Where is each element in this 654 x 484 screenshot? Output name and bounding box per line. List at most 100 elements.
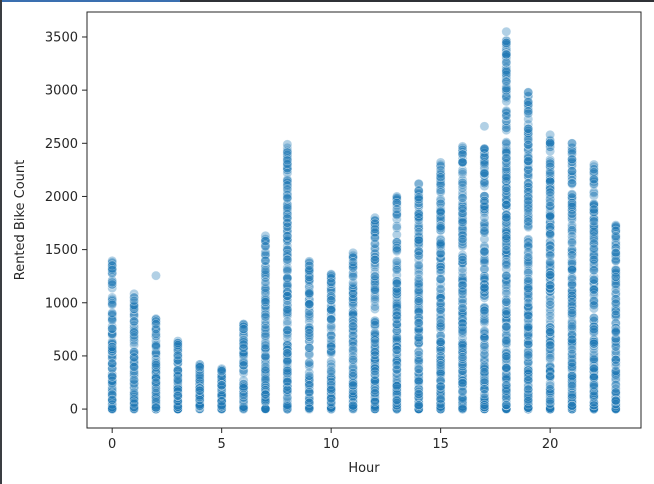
data-point [523,87,534,98]
data-point [435,381,446,392]
data-point [567,308,577,318]
data-point [523,257,534,268]
data-point [457,193,468,203]
data-point [545,129,555,140]
data-point [129,359,139,370]
data-point [370,396,380,407]
data-point [304,328,315,338]
y-axis-ticks: 0 500 1000 1500 2000 2500 3000 3500 [45,30,87,418]
data-point [589,354,599,364]
data-point [589,204,599,215]
window-top-accent [0,0,180,2]
data-point [501,49,512,60]
data-point [567,166,577,177]
data-point [326,305,336,315]
data-point [107,279,118,290]
data-point [348,400,358,411]
y-tick-label: 3000 [45,84,78,99]
data-point [392,265,402,275]
data-point [457,217,468,227]
data-point [567,154,577,165]
data-point [216,404,227,414]
data-point [457,203,468,214]
data-point [129,292,139,303]
data-point [326,341,336,352]
data-point [567,250,577,261]
data-point [370,317,380,328]
data-point [435,360,446,371]
data-point [501,336,512,346]
data-point [545,340,555,351]
data-point [435,393,446,404]
data-point [501,400,512,410]
data-point [304,371,315,381]
data-point [479,255,490,266]
data-point [151,385,161,396]
data-point [129,352,139,363]
data-point [501,260,512,270]
data-point [589,390,599,401]
data-point [479,168,490,178]
data-point [370,224,380,235]
data-point [194,372,205,383]
data-point [107,358,118,369]
data-point [304,403,315,414]
data-point [348,271,358,282]
data-point [194,395,205,405]
data-point [107,308,118,318]
data-point [151,319,161,329]
data-point [523,216,534,227]
data-point [151,329,161,339]
data-point [260,311,271,322]
data-point [435,223,446,234]
data-point [304,380,315,390]
data-point [413,389,424,399]
data-point [282,193,293,204]
data-point [545,187,555,198]
data-point [107,283,118,293]
data-point [129,394,139,404]
x-axis-ticks: 0 5 10 15 20 [108,428,558,452]
data-point [501,270,512,281]
y-axis-label: Rented Bike Count [13,160,28,281]
data-point [260,340,271,351]
data-point [589,285,599,295]
data-point [523,283,534,294]
data-point [326,366,336,377]
data-point [304,265,315,276]
data-point [567,297,577,307]
data-point [501,67,512,77]
data-point [238,349,249,359]
data-point [194,362,205,372]
data-point [173,386,183,397]
data-point [523,331,534,341]
data-point [523,365,534,376]
data-point [545,296,555,307]
data-point [282,155,293,166]
data-point [501,38,512,48]
data-point [129,330,139,341]
y-tick-label: 0 [70,403,78,418]
data-point [238,398,249,409]
data-point [260,389,271,400]
data-point [545,280,555,291]
data-point [501,199,512,210]
data-point [173,340,183,350]
data-point [151,377,161,388]
data-point [392,286,402,297]
data-point [501,297,512,307]
data-point [282,325,293,336]
data-point [501,380,512,390]
data-point [610,395,621,406]
data-point [238,339,249,350]
data-point [129,348,139,359]
data-point [282,254,293,265]
data-point [501,137,512,148]
data-point [392,345,402,355]
data-point [567,357,577,368]
data-point [194,385,205,396]
data-point [479,367,490,377]
data-point [501,306,512,317]
data-point [457,234,468,245]
data-point [370,375,380,386]
